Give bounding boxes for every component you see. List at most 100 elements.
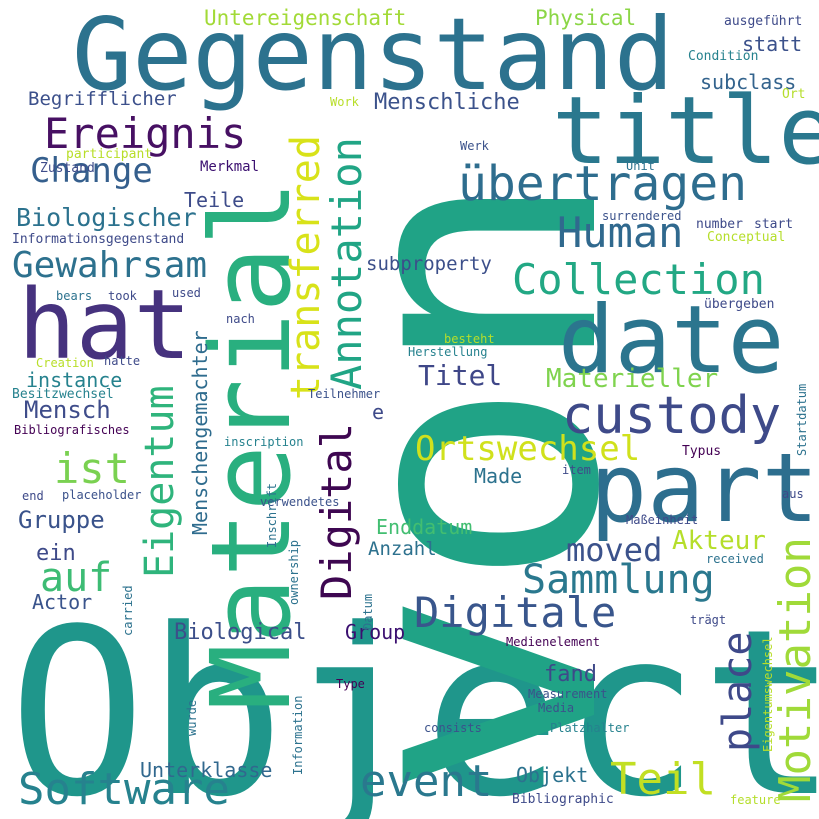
word: Digital [312, 422, 361, 600]
word: ist [54, 444, 130, 493]
word: Made [474, 464, 523, 488]
word: subclass [700, 70, 797, 94]
word: Biological [174, 620, 307, 645]
word: hatte [104, 354, 141, 368]
word: Eigentumswechsel [761, 636, 775, 752]
word: auf [40, 555, 113, 601]
word: Informationsgegenstand [12, 232, 185, 247]
word: Collection [512, 255, 765, 304]
word: Maßeinheit [626, 513, 699, 527]
word: statt [742, 32, 803, 56]
word: date [558, 286, 785, 395]
word: Inschrift [265, 482, 279, 548]
word: Gruppe [18, 506, 105, 534]
word: Ereignis [44, 109, 247, 158]
word: Physical [535, 6, 637, 30]
word: Actor [32, 590, 93, 614]
word: part [590, 434, 819, 544]
word: took [108, 289, 137, 303]
word: moved [566, 531, 663, 569]
word: Human [557, 208, 684, 257]
word: Measurement [528, 687, 608, 701]
word: Medienelement [506, 635, 600, 649]
word: Objekt [516, 763, 589, 787]
word: hat [18, 269, 192, 381]
word: Herstellung [408, 345, 488, 359]
word: placeholder [62, 488, 142, 502]
word: number [696, 217, 743, 232]
word: wurde [185, 699, 199, 736]
word: Information [291, 695, 305, 775]
word: Mensch [24, 396, 111, 424]
word: Startdatum [795, 383, 809, 456]
word: übertragen [458, 156, 747, 212]
word: title [552, 77, 819, 186]
word: verwendetes [260, 495, 340, 509]
word: custody [562, 386, 782, 446]
word: fand [544, 662, 597, 687]
word: Besitzwechsel [12, 387, 114, 402]
word: Work [330, 95, 359, 109]
word: instance [26, 368, 123, 392]
word: Untereigenschaft [204, 6, 407, 30]
word: Ortswechsel [415, 429, 641, 469]
word: e [372, 400, 385, 424]
word: Teilnehmer [308, 387, 381, 401]
word: Platzhalter [550, 721, 630, 735]
word: Zustand [40, 161, 95, 176]
word: Bibliografisches [14, 423, 130, 437]
word: ein [36, 541, 76, 566]
word: Gegenstand [72, 0, 675, 113]
word: Condition [688, 49, 759, 64]
word: carried [121, 585, 135, 636]
word: Werk [460, 139, 489, 153]
word: place [715, 631, 761, 752]
word: Teil [610, 754, 716, 805]
word: nach [226, 312, 255, 326]
word: Typus [682, 444, 722, 459]
word: received [706, 552, 764, 566]
word: Ort [782, 87, 806, 102]
word: Group [345, 620, 406, 644]
word: event [360, 756, 493, 807]
word: Menschliche [374, 90, 520, 115]
word: Biologischer [16, 203, 197, 232]
word: Enddatum [376, 515, 473, 539]
word: Bibliographic [512, 792, 614, 807]
word: Motivation [770, 537, 819, 802]
word: Digitale [414, 588, 617, 637]
word: Gewahrsam [12, 245, 208, 286]
word: aus [782, 487, 804, 501]
word: Unterklasse [140, 758, 273, 782]
word: Type [336, 677, 365, 691]
word: Anzahl [368, 538, 437, 560]
word: Menschengemachter [188, 330, 212, 535]
word: feature [730, 793, 781, 807]
word: used [172, 286, 201, 300]
word: besteht [444, 332, 495, 346]
word: Merkmal [200, 159, 260, 175]
word: subproperty [366, 253, 492, 275]
word: Teile [184, 188, 245, 212]
word: Object [8, 581, 819, 819]
word: inscription [224, 435, 304, 449]
word: end [22, 489, 44, 503]
word: trägt [690, 613, 727, 627]
word: Sammlung [522, 557, 715, 603]
word: participant [66, 147, 153, 162]
word: Materieller [546, 364, 719, 394]
word: Begrifflicher [28, 88, 177, 110]
word: item [562, 463, 591, 477]
word: Change [30, 151, 153, 191]
word: consists [424, 721, 482, 735]
word: Datum [361, 593, 375, 630]
word: Conceptual [707, 230, 786, 245]
word: ownership [287, 539, 301, 605]
word: bears [56, 289, 93, 303]
word: Unit [626, 159, 655, 173]
word: Annotation [322, 137, 371, 390]
word: ausgeführt [724, 14, 803, 29]
word: start [754, 217, 794, 232]
word: Software [18, 764, 230, 815]
